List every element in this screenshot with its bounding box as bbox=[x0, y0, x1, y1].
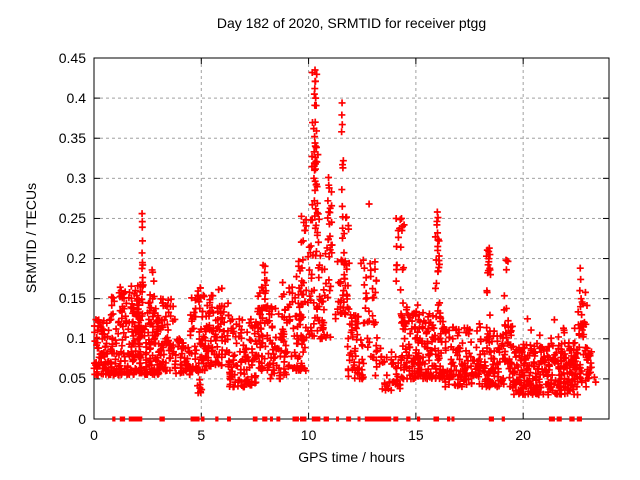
x-axis-title: GPS time / hours bbox=[298, 449, 405, 465]
y-tick-label: 0 bbox=[78, 410, 86, 427]
y-tick-label: 0.3 bbox=[66, 169, 86, 186]
y-tick-label: 0.25 bbox=[58, 209, 86, 226]
y-tick-label: 0.35 bbox=[58, 129, 86, 146]
x-tick-label: 20 bbox=[515, 427, 531, 443]
x-tick-label: 15 bbox=[408, 427, 424, 443]
x-tick-label: 0 bbox=[90, 427, 98, 443]
y-tick-label: 0.2 bbox=[66, 250, 86, 267]
chart-title: Day 182 of 2020, SRMTID for receiver ptg… bbox=[216, 15, 487, 31]
y-tick-label: 0.1 bbox=[66, 330, 86, 347]
y-tick-label: 0.45 bbox=[58, 49, 86, 66]
y-tick-label: 0.4 bbox=[66, 89, 86, 106]
y-tick-label: 0.15 bbox=[58, 290, 86, 307]
y-axis-title: SRMTID / TECUs bbox=[23, 182, 39, 294]
x-tick-label: 10 bbox=[300, 427, 317, 443]
y-tick-label: 0.05 bbox=[58, 370, 86, 387]
x-tick-label: 5 bbox=[197, 427, 206, 443]
